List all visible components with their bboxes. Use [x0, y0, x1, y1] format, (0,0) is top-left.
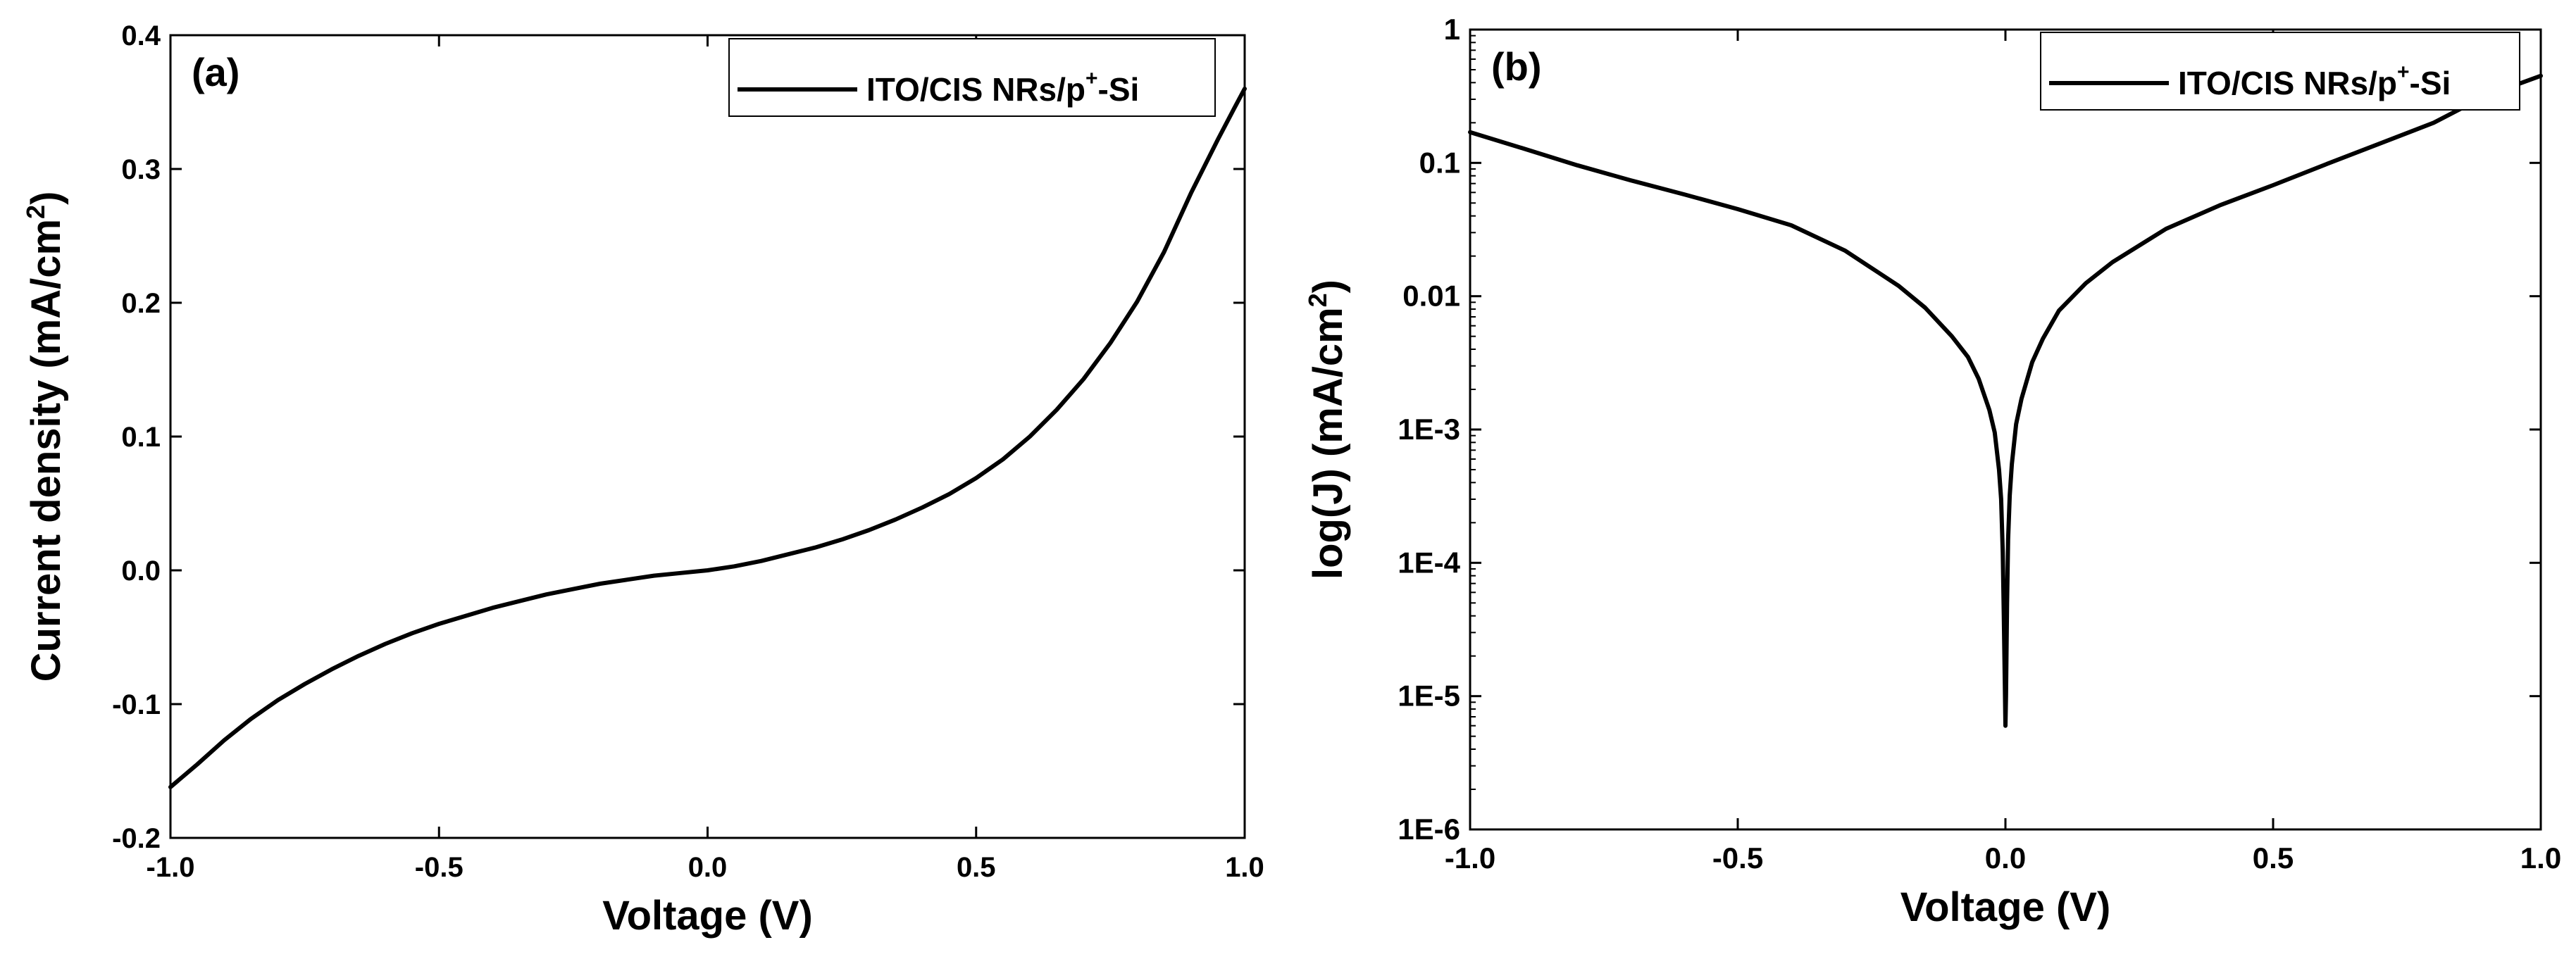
legend-label-end: -Si: [1098, 71, 1140, 108]
plot-frame: [169, 34, 1246, 839]
y-tick-label: 0.1: [1419, 146, 1460, 179]
x-tick-label: -1.0: [147, 852, 195, 883]
y-tick-label: 1E-4: [1398, 546, 1460, 579]
y-axis-title-sup: 2: [21, 205, 50, 219]
y-tick-label: 0.3: [121, 154, 161, 185]
y-tick-label: 0.2: [121, 288, 161, 319]
y-axis-title-sup: 2: [1303, 293, 1332, 307]
x-tick-label: 0.5: [957, 852, 996, 883]
data-series-line: [168, 87, 1247, 789]
legend-label-end: -Si: [2410, 65, 2451, 101]
legend: ITO/CIS NRs/p+-Si: [728, 38, 1216, 117]
x-tick-label: 1.0: [1225, 852, 1264, 883]
y-tick-label: 1E-3: [1398, 413, 1460, 446]
y-tick-label: -0.2: [112, 823, 161, 854]
legend-box: [2040, 32, 2520, 111]
y-axis-title: log(J) (mA/cm2): [1303, 280, 1351, 579]
y-tick-label: 0.4: [121, 20, 161, 51]
x-tick-label: -0.5: [1712, 841, 1763, 875]
y-tick-label: 0.01: [1402, 280, 1460, 313]
legend: ITO/CIS NRs/p+-Si: [2040, 32, 2520, 111]
chart-panel-b: -1.0 -0.5 0.0 0.5 1.0 1E-6 1E-5 1E-4 1E-3 0.01 0.1…: [1303, 13, 2561, 930]
y-tick-label: 0.1: [121, 422, 161, 453]
x-axis-title: Voltage (V): [1900, 884, 2111, 930]
x-tick-label: 0.0: [1985, 841, 2026, 875]
x-tick-label: 0.5: [2253, 841, 2294, 875]
data-series-line: [1468, 73, 2543, 728]
y-axis-title-main: log(J) (mA/cm: [1305, 307, 1351, 579]
y-tick-label: 1E-5: [1398, 679, 1460, 713]
legend-label-main: ITO/CIS NRs/p: [866, 71, 1085, 108]
panel-label: (a): [192, 50, 239, 94]
legend-label: ITO/CIS NRs/p+-Si: [866, 67, 1139, 108]
legend-label-main: ITO/CIS NRs/p: [2178, 65, 2397, 101]
y-axis-title-main: Current density (mA/cm: [23, 219, 69, 682]
legend-box: [728, 38, 1216, 117]
y-tick-label: -0.1: [112, 689, 161, 720]
legend-label-sup: +: [1085, 67, 1098, 90]
y-axis-title: Current density (mA/cm2): [21, 192, 69, 682]
legend-label-sup: +: [2397, 61, 2410, 84]
y-axis-title-end: ): [1305, 280, 1351, 293]
x-tick-label: 1.0: [2520, 841, 2561, 875]
x-tick-label: 0.0: [688, 852, 728, 883]
x-tick-label: -0.5: [415, 852, 463, 883]
y-tick-label: 0.0: [121, 556, 161, 587]
y-tick-label: 1E-6: [1398, 813, 1460, 846]
y-tick-label: 1: [1444, 13, 1460, 46]
panel-label: (b): [1491, 44, 1542, 89]
chart-panel-a: -1.0 -0.5 0.0 0.5 1.0 -0.2 -0.1 0.0 0.1 0.2 0.3 0.4…: [21, 20, 1264, 939]
y-axis-title-end: ): [23, 192, 69, 205]
legend-label: ITO/CIS NRs/p+-Si: [2178, 61, 2451, 101]
x-tick-label: -1.0: [1445, 841, 1495, 875]
x-axis-title: Voltage (V): [602, 893, 813, 939]
